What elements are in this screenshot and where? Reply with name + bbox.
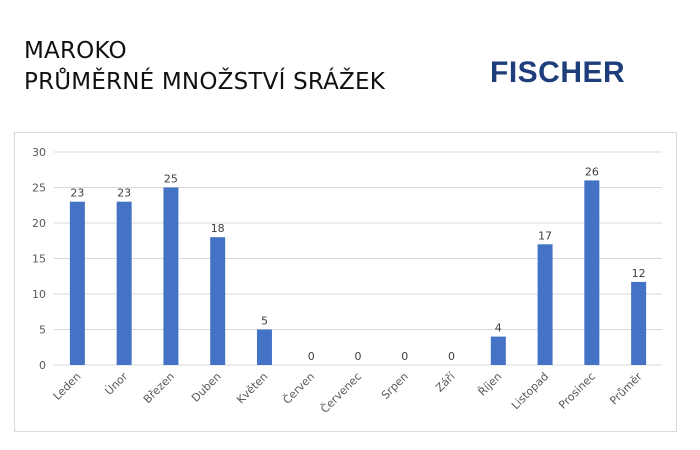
y-axis-ticks: 0 5 10 15 20 25 30 <box>32 146 46 372</box>
bar <box>163 187 179 365</box>
page-title: MAROKO PRŮMĚRNÉ MNOŽSTVÍ SRÁŽEK <box>24 36 385 98</box>
x-category-label: Leden <box>51 370 84 403</box>
y-tick-label: 25 <box>32 182 46 195</box>
x-category-label: Průměr <box>607 370 645 408</box>
data-label: 4 <box>495 322 502 335</box>
chart-frame <box>14 132 677 432</box>
x-category-label: Červen <box>280 370 317 407</box>
x-category-label: Únor <box>102 370 130 398</box>
bar <box>256 329 272 365</box>
x-category-label: Květen <box>234 370 270 406</box>
fischer-logo: FISCHER <box>490 56 626 89</box>
grid-lines <box>54 151 662 366</box>
data-label: 18 <box>211 222 225 235</box>
x-category-label: Červenec <box>318 370 364 416</box>
x-category-label: Září <box>433 369 458 394</box>
y-tick-label: 10 <box>32 288 46 301</box>
bar <box>490 336 506 365</box>
bar <box>210 237 226 365</box>
bars <box>69 180 647 365</box>
data-label: 23 <box>70 187 84 200</box>
data-label: 0 <box>401 350 408 363</box>
data-label: 12 <box>632 267 646 280</box>
title-line-1: MAROKO <box>24 38 127 64</box>
x-category-label: Prosinec <box>556 370 598 412</box>
bar <box>69 201 85 365</box>
data-label: 25 <box>164 173 178 186</box>
y-tick-label: 5 <box>39 324 46 337</box>
title-line-2: PRŮMĚRNÉ MNOŽSTVÍ SRÁŽEK <box>24 69 386 95</box>
x-category-label: Srpen <box>379 370 411 402</box>
y-tick-label: 20 <box>32 217 46 230</box>
data-label: 23 <box>117 187 131 200</box>
data-label: 26 <box>585 165 599 178</box>
bar <box>631 281 647 365</box>
y-tick-label: 30 <box>32 146 46 159</box>
bar <box>584 180 600 365</box>
data-label: 0 <box>308 350 315 363</box>
data-labels: 23 23 25 18 5 0 0 0 0 4 17 26 12 <box>70 165 645 363</box>
data-label: 0 <box>448 350 455 363</box>
y-tick-label: 0 <box>39 359 46 372</box>
data-label: 5 <box>261 315 268 328</box>
x-axis-categories: Leden Únor Březen Duben Květen Červen Červenec… <box>51 369 645 416</box>
bar <box>116 201 132 365</box>
data-label: 0 <box>355 350 362 363</box>
x-category-label: Listopad <box>509 370 551 412</box>
bar <box>537 244 553 365</box>
x-category-label: Říjen <box>476 370 505 399</box>
y-tick-label: 15 <box>32 253 46 266</box>
x-category-label: Duben <box>189 370 224 405</box>
data-label: 17 <box>538 229 552 242</box>
x-category-label: Březen <box>141 370 177 406</box>
